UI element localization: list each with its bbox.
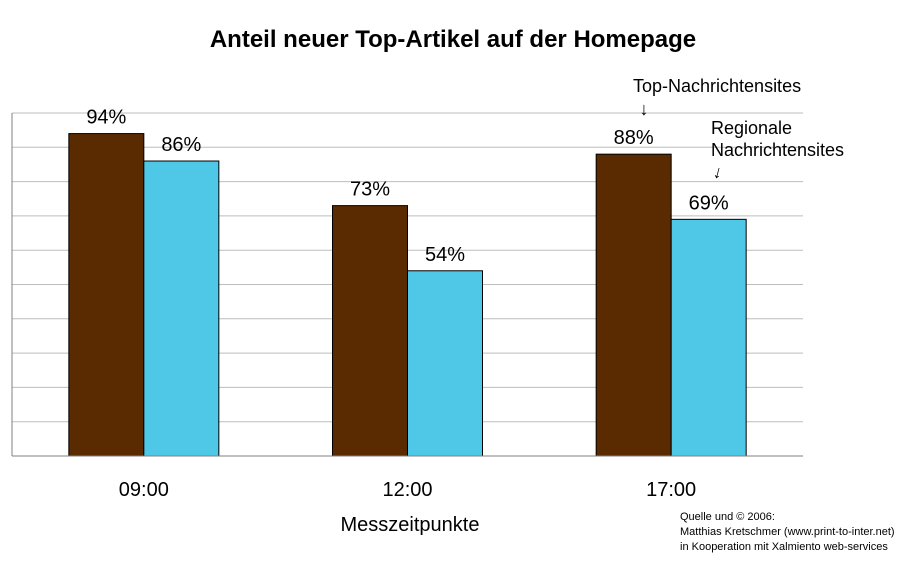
bar-top-1700 [595,153,672,457]
annotation-regionale-line2: Nachrichtensites [711,140,844,160]
source-line-1: Quelle und © 2006: [680,511,775,523]
value-labels: 94% 86% 73% 54% 88% 69% [86,107,729,266]
x-axis-title: Messzeitpunkte [341,514,480,536]
bar-regional-1200 [407,270,483,457]
category-label: 09:00 [119,479,169,501]
arrow-down-icon: ↓ [711,161,725,183]
value-label: 69% [689,192,729,214]
category-label: 12:00 [382,479,432,501]
annotation-regionale-line1: Regionale [711,118,792,138]
value-label: 94% [86,107,126,129]
value-label: 86% [161,134,201,156]
bar-regional-0900 [143,160,220,457]
value-label: 54% [425,244,465,266]
value-label: 88% [614,127,654,149]
value-label: 73% [350,179,390,201]
chart-title: Anteil neuer Top-Artikel auf der Homepag… [210,26,696,53]
arrow-down-icon: ↓ [640,99,649,119]
bar-top-0900 [68,133,145,457]
source-line-3: in Kooperation mit Xalmiento web-service… [680,541,888,553]
category-label: 17:00 [646,479,696,501]
source-line-2: Matthias Kretschmer (www.print-to-inter.… [680,526,895,538]
annotation-top-nachrichtensites: Top-Nachrichtensites [633,76,801,96]
bar-regional-1700 [670,218,747,457]
category-labels: 09:00 12:00 17:00 [119,479,696,501]
bar-top-1200 [332,205,408,457]
